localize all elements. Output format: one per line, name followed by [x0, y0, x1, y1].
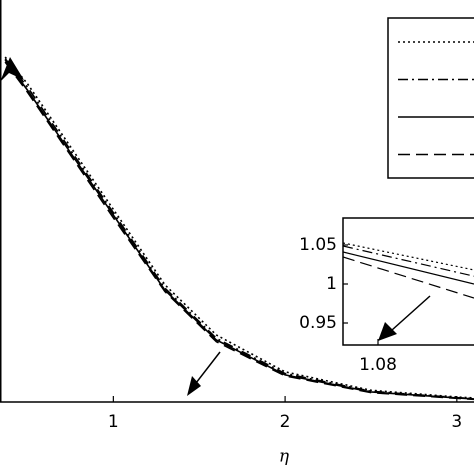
series-line — [343, 256, 474, 299]
series-line — [4, 58, 474, 400]
arrowhead — [378, 322, 397, 341]
series-line — [343, 245, 474, 277]
arrow — [195, 351, 221, 384]
series-line — [4, 56, 474, 399]
x-tick-label: 3 — [451, 412, 462, 432]
series-line — [343, 251, 474, 285]
y-tick-label: 0.95 — [299, 313, 337, 333]
x-axis-label: η — [279, 447, 290, 467]
x-tick-label: 1.08 — [359, 355, 397, 375]
series-line — [4, 61, 474, 401]
y-tick-label: 1 — [326, 274, 337, 294]
x-tick-label: 1 — [108, 412, 119, 432]
inset-frame — [342, 217, 474, 346]
y-tick-label: 1.05 — [299, 235, 337, 255]
x-tick-label: 2 — [280, 412, 291, 432]
arrowhead — [0, 57, 24, 82]
inset-plot: 1.08 0.95 1 1.05 — [299, 217, 474, 375]
arrowhead — [187, 376, 201, 396]
series-line — [343, 242, 474, 271]
legend-box — [387, 17, 474, 179]
arrow — [391, 295, 431, 331]
